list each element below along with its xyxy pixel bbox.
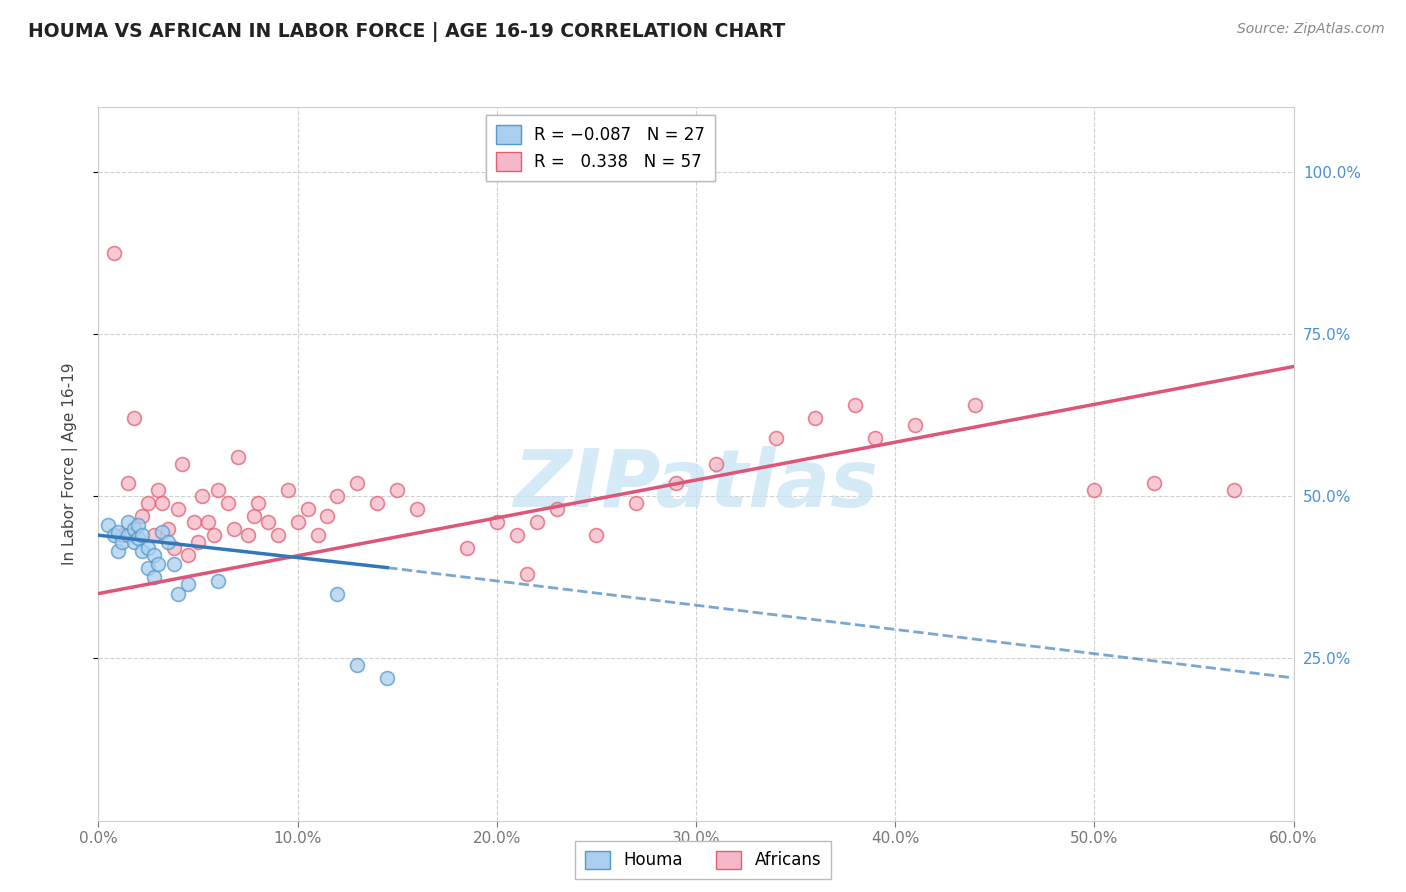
- Point: [143, 548, 166, 562]
- Point: [844, 399, 866, 413]
- Point: [197, 515, 219, 529]
- Point: [127, 518, 149, 533]
- Point: [167, 586, 190, 600]
- Point: [157, 522, 180, 536]
- Point: [150, 524, 173, 539]
- Point: [456, 541, 478, 556]
- Point: [177, 548, 200, 562]
- Point: [202, 528, 225, 542]
- Point: [111, 528, 134, 542]
- Point: [1143, 476, 1166, 491]
- Point: [163, 541, 186, 556]
- Point: [187, 534, 209, 549]
- Point: [131, 544, 153, 558]
- Point: [256, 515, 278, 529]
- Point: [904, 417, 927, 432]
- Point: [163, 558, 186, 572]
- Point: [516, 567, 538, 582]
- Point: [526, 515, 548, 529]
- Point: [136, 496, 159, 510]
- Point: [117, 476, 139, 491]
- Point: [207, 574, 229, 588]
- Point: [326, 586, 349, 600]
- Text: ZIPatlas: ZIPatlas: [513, 446, 879, 524]
- Point: [124, 534, 146, 549]
- Point: [107, 524, 129, 539]
- Point: [217, 496, 239, 510]
- Point: [157, 534, 180, 549]
- Point: [626, 496, 648, 510]
- Point: [546, 502, 568, 516]
- Point: [127, 532, 149, 546]
- Point: [226, 450, 249, 465]
- Point: [131, 528, 153, 542]
- Point: [316, 508, 339, 523]
- Point: [326, 489, 349, 503]
- Point: [297, 502, 319, 516]
- Point: [183, 515, 205, 529]
- Text: Source: ZipAtlas.com: Source: ZipAtlas.com: [1237, 22, 1385, 37]
- Point: [124, 411, 146, 425]
- Point: [307, 528, 329, 542]
- Point: [236, 528, 259, 542]
- Point: [143, 528, 166, 542]
- Point: [346, 657, 368, 672]
- Point: [1222, 483, 1246, 497]
- Point: [172, 457, 194, 471]
- Point: [143, 570, 166, 584]
- Point: [136, 560, 159, 574]
- Point: [506, 528, 529, 542]
- Point: [765, 431, 787, 445]
- Point: [111, 534, 134, 549]
- Point: [177, 577, 200, 591]
- Point: [366, 496, 388, 510]
- Point: [136, 541, 159, 556]
- Point: [97, 518, 120, 533]
- Point: [287, 515, 309, 529]
- Point: [131, 508, 153, 523]
- Point: [704, 457, 727, 471]
- Point: [963, 399, 986, 413]
- Point: [191, 489, 214, 503]
- Y-axis label: In Labor Force | Age 16-19: In Labor Force | Age 16-19: [62, 362, 77, 566]
- Point: [124, 522, 146, 536]
- Legend: Houma, Africans: Houma, Africans: [575, 840, 831, 880]
- Point: [103, 528, 125, 542]
- Point: [267, 528, 290, 542]
- Point: [148, 483, 170, 497]
- Text: HOUMA VS AFRICAN IN LABOR FORCE | AGE 16-19 CORRELATION CHART: HOUMA VS AFRICAN IN LABOR FORCE | AGE 16…: [28, 22, 786, 42]
- Legend: R = −0.087   N = 27, R =   0.338   N = 57: R = −0.087 N = 27, R = 0.338 N = 57: [485, 115, 716, 181]
- Point: [665, 476, 688, 491]
- Point: [485, 515, 508, 529]
- Point: [804, 411, 827, 425]
- Point: [103, 246, 125, 260]
- Point: [375, 671, 398, 685]
- Point: [222, 522, 245, 536]
- Point: [346, 476, 368, 491]
- Point: [107, 544, 129, 558]
- Point: [150, 496, 173, 510]
- Point: [585, 528, 607, 542]
- Point: [148, 558, 170, 572]
- Point: [277, 483, 299, 497]
- Point: [207, 483, 229, 497]
- Point: [863, 431, 887, 445]
- Point: [385, 483, 409, 497]
- Point: [117, 515, 139, 529]
- Point: [246, 496, 269, 510]
- Point: [406, 502, 429, 516]
- Point: [1083, 483, 1105, 497]
- Point: [167, 502, 190, 516]
- Point: [243, 508, 266, 523]
- Point: [117, 528, 139, 542]
